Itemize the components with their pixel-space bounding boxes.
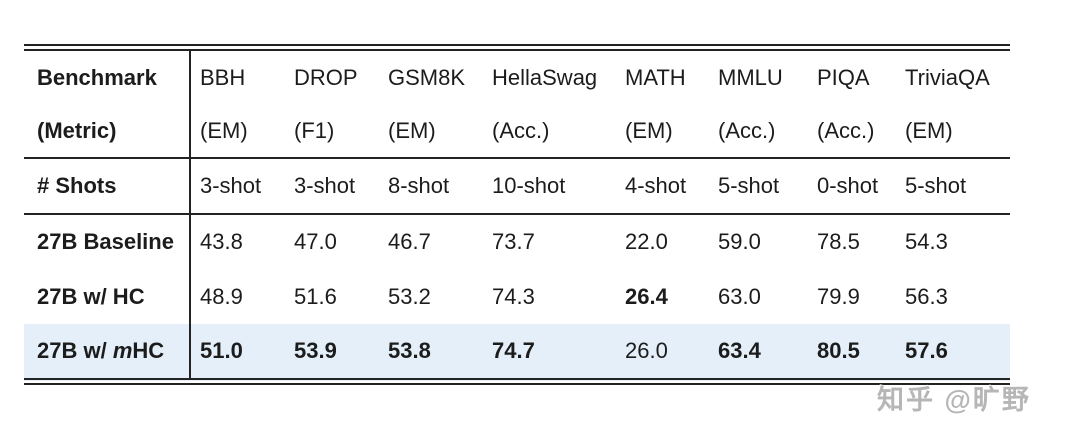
header-row: Benchmark (Metric) BBH (EM) DROP (F1) GS… [24,47,1010,159]
shots-value: 3-shot [285,158,379,215]
score-cell: 63.0 [718,283,761,309]
column-metric: (Acc.) [718,118,776,143]
column-header-drop: DROP (F1) [285,47,379,159]
score-cell: 22.0 [625,229,668,254]
column-header-gsm8k: GSM8K (EM) [379,47,483,159]
row-label-italic-m: m [112,337,133,363]
row-label-prefix: 27B w/ [37,337,113,363]
header-metric-label: (Metric) [37,118,117,143]
score-cell-best: 26.4 [625,283,668,309]
column-metric: (EM) [388,118,436,143]
header-benchmark-metric-cell: Benchmark (Metric) [24,47,190,159]
score-cell: 26.0 [616,324,709,381]
row-27b-baseline: 27B Baseline 43.8 47.0 46.7 73.7 22.0 59… [24,214,1010,269]
column-header-math: MATH (EM) [616,47,709,159]
score-cell: 51.6 [294,283,337,309]
shots-value: 3-shot [189,158,285,215]
column-header-triviaqa: TriviaQA (EM) [896,47,1010,159]
score-cell-best: 53.9 [285,324,379,381]
column-metric: (EM) [905,118,953,143]
score-cell: 59.0 [718,229,761,254]
score-cell: 47.0 [294,229,337,254]
score-cell: 43.8 [189,214,285,269]
column-metric: (EM) [200,118,248,143]
shots-row: # Shots 3-shot 3-shot 8-shot 10-shot 4-s… [24,158,1010,215]
shots-value: 10-shot [483,158,616,215]
row-label: 27B w/ mHC [24,324,190,381]
score-cell-best: 80.5 [808,324,896,381]
score-cell-best: 57.6 [896,324,1010,381]
shots-value: 8-shot [379,158,483,215]
row-label: 27B Baseline [37,229,174,254]
row-27b-mhc-highlighted: 27B w/ mHC 51.0 53.9 53.8 74.7 26.0 63.4… [24,324,1010,381]
column-name: TriviaQA [905,65,990,90]
score-cell: 56.3 [905,283,948,309]
score-cell: 73.7 [492,229,535,254]
score-cell: 78.5 [817,229,860,254]
header-benchmark-label: Benchmark [37,65,157,90]
benchmark-results-table: Benchmark (Metric) BBH (EM) DROP (F1) GS… [24,44,1010,385]
column-header-piqa: PIQA (Acc.) [808,47,896,159]
row-label: 27B w/ HC [37,283,145,309]
score-cell: 54.3 [905,229,948,254]
score-cell: 53.2 [388,283,431,309]
column-metric: (Acc.) [817,118,875,143]
score-cell: 79.9 [817,283,860,309]
shots-value: 5-shot [896,158,1010,215]
column-name: PIQA [817,65,870,90]
column-name: HellaSwag [492,65,598,90]
column-header-hellaswag: HellaSwag (Acc.) [483,47,616,159]
score-cell-best: 53.8 [379,324,483,381]
column-name: MMLU [718,65,783,90]
column-name: BBH [200,65,246,90]
score-cell: 46.7 [388,229,431,254]
score-cell-best: 63.4 [709,324,808,381]
zhihu-watermark: 知乎 @旷野 [877,385,1031,415]
row-27b-hc: 27B w/ HC 48.9 51.6 53.2 74.3 26.4 63.0 … [24,269,1010,324]
shots-value: 4-shot [616,158,709,215]
score-cell-best: 51.0 [189,324,285,381]
score-cell: 74.3 [492,283,535,309]
column-name: GSM8K [388,65,466,90]
row-label-suffix: HC [132,337,165,363]
column-metric: (Acc.) [492,118,550,143]
shots-value: 0-shot [808,158,896,215]
shots-row-label: # Shots [24,158,190,215]
column-header-mmlu: MMLU (Acc.) [709,47,808,159]
score-cell-best: 74.7 [483,324,616,381]
column-metric: (F1) [294,118,335,143]
score-cell: 48.9 [189,269,285,324]
column-name: MATH [625,65,686,90]
shots-value: 5-shot [709,158,808,215]
column-header-bbh: BBH (EM) [189,47,285,159]
column-name: DROP [294,65,358,90]
column-metric: (EM) [625,118,673,143]
